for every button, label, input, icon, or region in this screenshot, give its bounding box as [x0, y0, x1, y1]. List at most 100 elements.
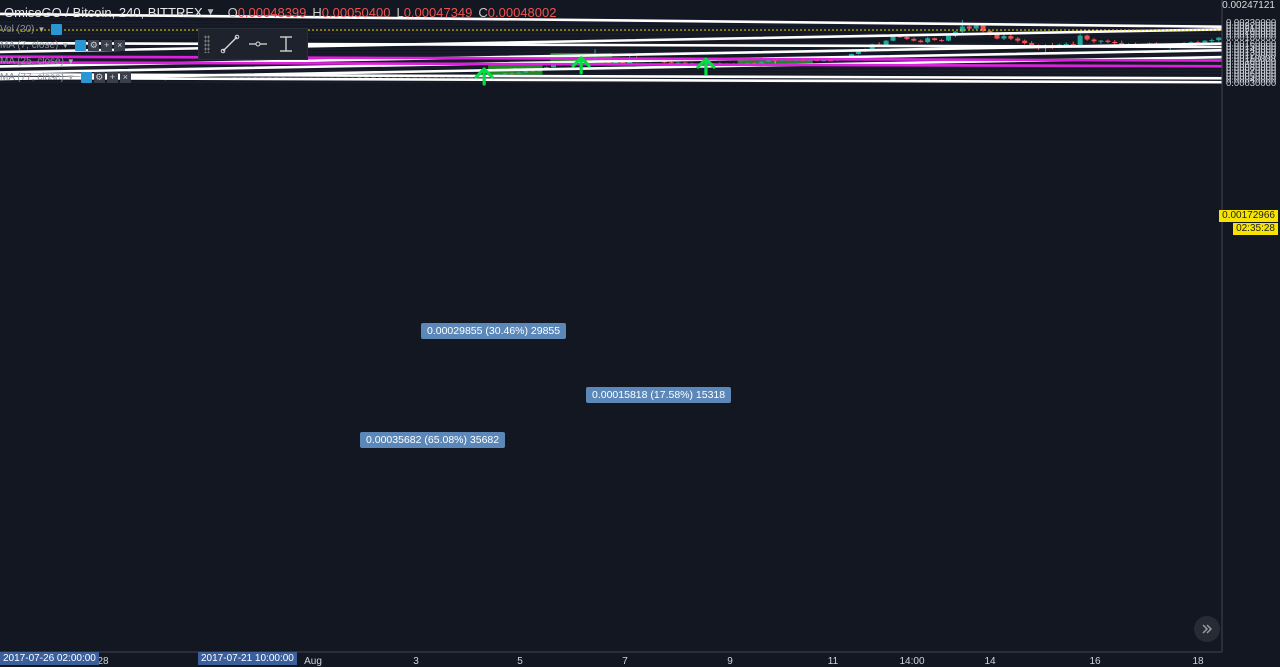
- symbol-title[interactable]: OmiseGO / Bitcoin, 240, BITTREX: [4, 4, 203, 20]
- white-trend-line[interactable]: [0, 12, 1234, 29]
- time-tick-label: 14: [984, 656, 996, 667]
- indicator-label: MA (77, close): [0, 71, 64, 83]
- candle-up: [925, 38, 931, 43]
- drawing-toolbar[interactable]: [198, 28, 308, 60]
- price-tick-label: 0.00080000: [1226, 63, 1276, 74]
- chevron-down-icon[interactable]: ▼: [61, 40, 70, 50]
- price-tick-label: 0.00220000: [1226, 21, 1276, 32]
- candle-up: [1216, 37, 1222, 41]
- magenta-trend-line[interactable]: [0, 61, 1234, 68]
- candle-up: [1209, 40, 1215, 42]
- price-range-icon[interactable]: [272, 31, 300, 57]
- indicator-ma-25[interactable]: MA (25, close) ▼: [0, 54, 79, 68]
- open-label: O: [227, 4, 238, 20]
- candle-up: [516, 72, 522, 74]
- price-tick-label: 0.00200000: [1226, 27, 1276, 38]
- white-trend-line[interactable]: [0, 48, 1234, 74]
- candle-up: [1202, 40, 1208, 43]
- candle-down: [668, 62, 674, 64]
- candle-down: [939, 40, 945, 42]
- trend-line-icon[interactable]: [216, 31, 244, 57]
- candle-up: [613, 62, 619, 64]
- price-scale-top-label: 0.00247121: [1222, 0, 1275, 11]
- candle-up: [883, 40, 889, 46]
- candle-down: [363, 77, 369, 79]
- candle-down: [682, 62, 688, 64]
- chevron-down-icon[interactable]: ▼: [66, 56, 75, 66]
- eye-icon[interactable]: [51, 23, 63, 35]
- measurement-label[interactable]: 0.00035682 (65.08%) 35682: [360, 432, 506, 448]
- up-arrow-icon: [696, 57, 716, 76]
- time-scale-panel[interactable]: [0, 652, 1280, 667]
- price-scale-panel[interactable]: [1222, 0, 1280, 652]
- close-icon[interactable]: ×: [119, 71, 131, 83]
- measurement-label[interactable]: 0.00015818 (17.58%) 15318: [586, 387, 732, 403]
- candle-down: [1112, 41, 1118, 44]
- close-icon[interactable]: ×: [114, 39, 126, 51]
- time-tick-label: 7: [622, 656, 628, 667]
- measurement-label[interactable]: 0.00029855 (30.46%) 29855: [421, 323, 567, 339]
- candle-up: [550, 65, 556, 68]
- white-trend-line[interactable]: [0, 73, 1234, 80]
- candle-down: [751, 62, 757, 64]
- candle-up: [973, 25, 979, 29]
- candle-up: [821, 60, 827, 62]
- price-tick-label: 0.00120000: [1226, 51, 1276, 62]
- crosshair-date-label: 2017-07-21 10:00:00: [198, 652, 297, 665]
- price-tick-label: 0.00050000: [1226, 72, 1276, 83]
- candle-up: [377, 76, 383, 78]
- indicator-ma-7[interactable]: MA (7, close) ▼ ⚙ + ×: [0, 38, 126, 52]
- add-icon[interactable]: +: [106, 71, 118, 83]
- scroll-to-realtime-button[interactable]: [1194, 616, 1220, 642]
- time-tick-label: 28: [97, 656, 109, 667]
- candle-up: [758, 61, 764, 64]
- candle-down: [1008, 36, 1014, 39]
- drag-handle-icon[interactable]: [204, 35, 210, 53]
- price-tick-label: 0.00230000: [1226, 18, 1276, 29]
- chevron-down-icon[interactable]: ▼: [205, 6, 216, 18]
- chevron-down-icon[interactable]: ▼: [66, 72, 75, 82]
- candle-down: [384, 76, 390, 78]
- indicator-ma-77[interactable]: MA (77, close) ▼ ⚙ + ×: [0, 70, 131, 84]
- white-trend-line[interactable]: [0, 76, 1234, 84]
- settings-icon[interactable]: ⚙: [93, 71, 105, 83]
- chevron-down-icon[interactable]: ▼: [37, 24, 46, 34]
- candle-down: [1070, 43, 1076, 46]
- grid: [0, 21, 1222, 83]
- candle-down: [1015, 38, 1021, 41]
- horizontal-line-icon[interactable]: [244, 31, 272, 57]
- candle-down: [911, 38, 917, 41]
- time-tick-label: 16: [1089, 656, 1101, 667]
- candle-down: [530, 70, 536, 72]
- high-value: 0.00050400: [321, 4, 391, 20]
- eye-icon[interactable]: [75, 39, 87, 51]
- candle-down: [980, 25, 986, 32]
- price-tick-label: 0.00210000: [1226, 24, 1276, 35]
- indicator-label: MA (7, close): [0, 39, 59, 51]
- candle-down: [620, 62, 626, 64]
- candle-up: [1077, 35, 1083, 46]
- candle-up: [391, 76, 397, 78]
- indicator-volume[interactable]: Vol (20) ▼: [0, 22, 63, 36]
- low-label: L: [396, 4, 404, 20]
- open-value: 0.00048399: [237, 4, 307, 20]
- indicator-label: MA (25, close): [0, 55, 64, 67]
- add-icon[interactable]: +: [101, 39, 113, 51]
- candle-up: [890, 36, 896, 41]
- candle-down: [1084, 35, 1090, 40]
- eye-icon[interactable]: [80, 71, 92, 83]
- price-tick-label: 0.00030000: [1226, 78, 1276, 89]
- candle-up: [765, 59, 771, 62]
- candle-up: [855, 51, 861, 54]
- bar-countdown-tag: 02:35:28: [1233, 223, 1278, 235]
- candle-down: [1091, 39, 1097, 42]
- candle-down: [509, 73, 515, 75]
- candle-down: [1105, 40, 1111, 42]
- time-tick-label: 3: [413, 656, 419, 667]
- settings-icon[interactable]: ⚙: [88, 39, 100, 51]
- candle-down: [1029, 43, 1035, 47]
- time-tick-label: 18: [1192, 656, 1204, 667]
- candle-down: [1022, 40, 1028, 44]
